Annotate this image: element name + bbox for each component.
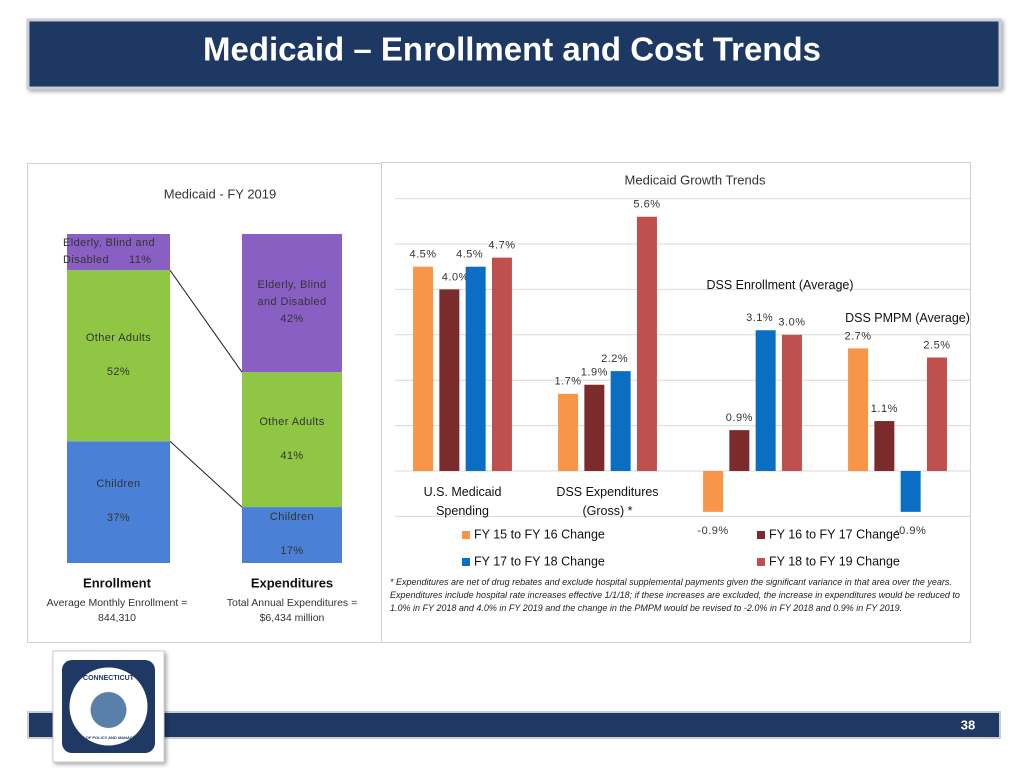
segment-value-box: 41% — [280, 449, 304, 462]
legend-label: FY 18 to FY 19 Change — [769, 554, 900, 568]
segment-label-box: Children — [96, 478, 141, 491]
category-label-box: U.S. Medicaid Spending — [423, 485, 502, 518]
segment-value: 11% — [129, 254, 152, 266]
bar — [900, 471, 921, 512]
value-label: 4.0% — [442, 271, 469, 283]
bar-segment — [67, 234, 170, 271]
footnote: * Expenditures are net of drug rebates a… — [390, 577, 960, 613]
segment-label-box: Children — [269, 511, 315, 524]
segment-label-box: Elderly, Blind and Disabled — [257, 279, 327, 309]
category-label: DSS PMPM (Average) — [845, 311, 970, 325]
bar-segment — [67, 270, 170, 442]
category-caption-box: Total Annual Expenditures = $6,434 milli… — [226, 597, 358, 624]
segment-label: Children — [269, 511, 315, 524]
segment-value-box: 42% — [280, 313, 304, 326]
bar — [781, 334, 802, 471]
segment-value: 17% — [280, 545, 304, 558]
chart-title: Medicaid Growth Trends — [625, 172, 766, 187]
bar-segment — [242, 234, 342, 373]
value-label: 1.1% — [871, 403, 898, 415]
value-label: 5.6% — [633, 199, 660, 211]
segment-value-box: 52% — [106, 365, 131, 378]
category-label-box: DSS Enrollment (Average) — [706, 278, 854, 292]
bar-segment — [242, 372, 342, 508]
bar — [413, 266, 434, 471]
category-label: DSS Expenditures (Gross) * — [556, 485, 659, 518]
category-label: DSS Enrollment (Average) — [706, 278, 854, 292]
bar — [636, 216, 657, 471]
segment-value-box: 37% — [106, 512, 131, 525]
bar — [848, 348, 869, 471]
value-label: 1.9% — [581, 367, 608, 379]
category-label-box: DSS Expenditures (Gross) * — [556, 485, 659, 518]
category-caption: Average Monthly Enrollment = 844,310 — [46, 597, 188, 624]
segment-value-box: 11% — [129, 254, 152, 266]
legend-label: FY 16 to FY 17 Change — [769, 527, 900, 541]
category-label: Expenditures — [251, 575, 333, 590]
value-label: 2.7% — [845, 330, 872, 342]
value-label: 3.0% — [778, 317, 805, 329]
segment-label-box: Other Adults — [85, 331, 152, 344]
category-label-box: DSS PMPM (Average) — [845, 311, 970, 325]
bar-segment — [242, 507, 342, 563]
segment-value: 37% — [106, 512, 131, 525]
bar — [610, 371, 631, 471]
segment-label: Children — [96, 478, 141, 491]
bar — [439, 289, 460, 471]
category-label: Enrollment — [83, 575, 152, 590]
bar — [584, 384, 605, 471]
chart-title: Medicaid - FY 2019 — [164, 186, 277, 201]
segment-label: Other Adults — [85, 331, 152, 344]
segment-value: 41% — [280, 449, 304, 462]
legend-label: FY 15 to FY 16 Change — [474, 527, 605, 541]
bar — [703, 471, 724, 512]
connector — [169, 440, 243, 508]
bar — [874, 421, 895, 471]
segment-value-box: 17% — [280, 545, 304, 558]
value-label: -0.9% — [895, 525, 926, 537]
legend-swatch — [462, 531, 470, 539]
bar — [558, 393, 579, 471]
value-label: 2.2% — [601, 353, 628, 365]
bar-segment — [67, 441, 170, 563]
segment-label: Elderly, Blind and Disabled — [257, 279, 327, 309]
connector — [169, 269, 243, 373]
legend-swatch — [757, 531, 765, 539]
segment-label: Other Adults — [259, 415, 325, 428]
legend-label: FY 17 to FY 18 Change — [474, 554, 605, 568]
value-label: -0.9% — [697, 525, 728, 537]
category-caption: Total Annual Expenditures = $6,434 milli… — [226, 597, 358, 624]
value-label: 4.5% — [410, 249, 437, 261]
slide-title: Medicaid – Enrollment and Cost Trends — [203, 31, 821, 68]
logo-text: CONNECTICUT — [83, 675, 135, 682]
value-label: 3.1% — [746, 312, 773, 324]
value-label: 4.7% — [488, 240, 515, 252]
segment-label-box: Other Adults — [259, 415, 325, 428]
footer-banner — [27, 711, 1001, 739]
bar — [465, 266, 486, 471]
category-label: U.S. Medicaid Spending — [423, 485, 502, 518]
segment-label-box: Elderly, Blind and Disabled — [63, 237, 155, 266]
segment-label: Elderly, Blind and Disabled — [63, 237, 155, 266]
value-label: 2.5% — [923, 339, 950, 351]
bar — [926, 357, 947, 471]
segment-value: 52% — [106, 365, 131, 378]
bar — [491, 257, 512, 471]
value-label: 4.5% — [456, 249, 483, 261]
title-banner — [26, 18, 1002, 90]
legend-swatch — [757, 558, 765, 566]
logo-dome — [90, 692, 127, 728]
segment-value: 42% — [280, 313, 304, 326]
logo-text: OFFICE OF POLICY AND MANAGEMENT — [70, 735, 148, 740]
bar — [729, 430, 750, 471]
category-caption-box: Average Monthly Enrollment = 844,310 — [46, 597, 188, 624]
bar — [755, 330, 776, 471]
value-label: 0.9% — [726, 412, 753, 424]
footnote-box: * Expenditures are net of drug rebates a… — [390, 577, 960, 613]
page-number: 38 — [961, 717, 975, 732]
legend-swatch — [462, 558, 470, 566]
value-label: 1.7% — [555, 376, 582, 388]
